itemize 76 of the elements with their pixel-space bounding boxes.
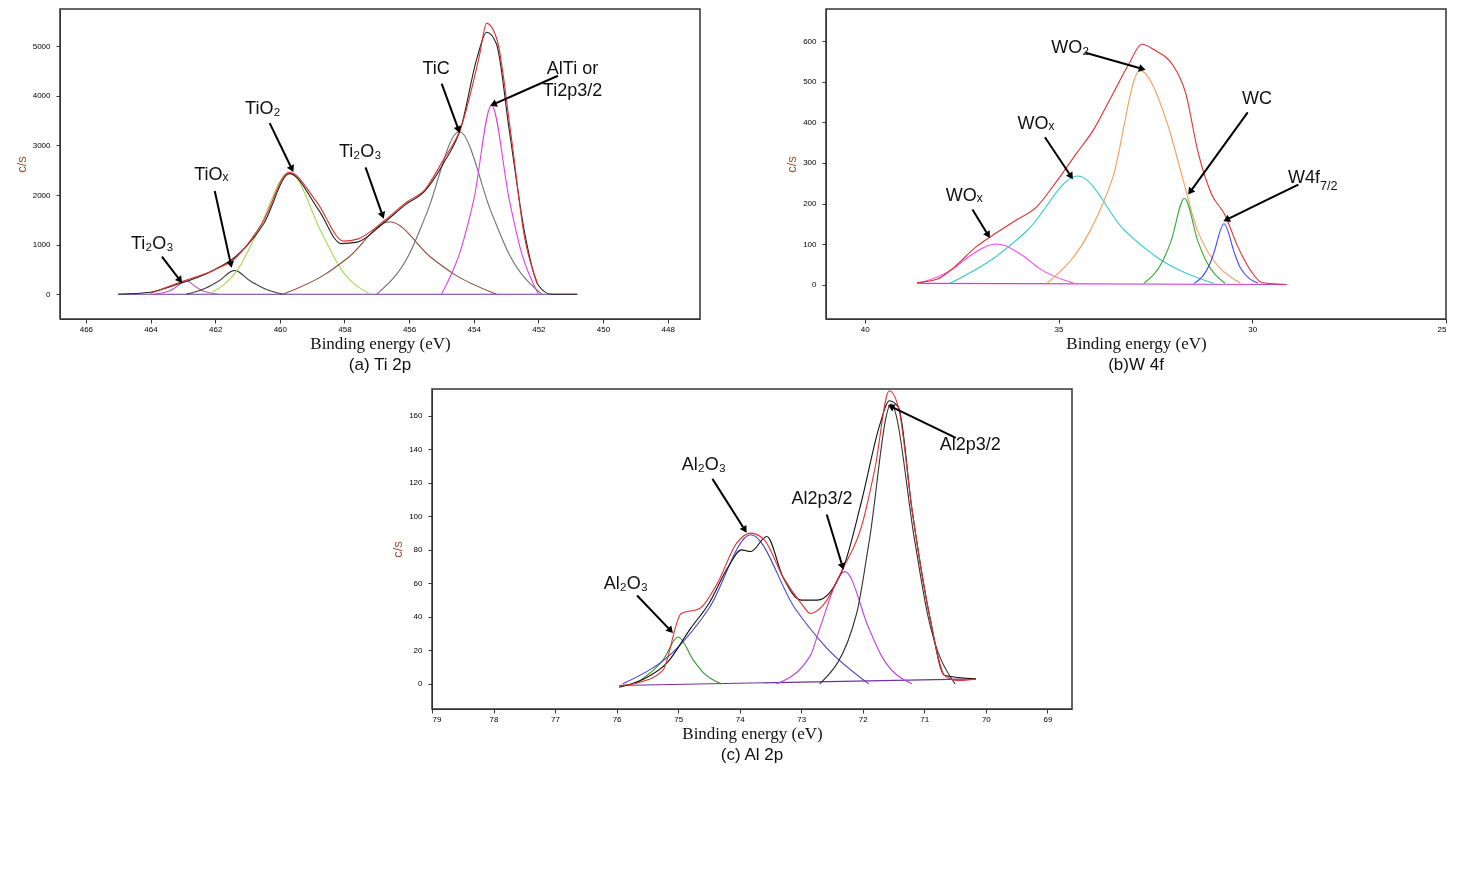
- text: (c) Al 2p: [720, 745, 783, 764]
- x-tick-label: 69: [1042, 714, 1053, 724]
- annotation: TiC: [422, 57, 450, 78]
- line-series: [918, 243, 1075, 284]
- annotation: WOₓ: [945, 184, 983, 205]
- y-tick-label: 100: [803, 239, 818, 249]
- y-tick-label: 0: [46, 289, 52, 299]
- x-axis-title: Binding energy (eV): [1066, 333, 1207, 353]
- annotation: Al2p3/2: [791, 488, 853, 509]
- x-tick-label: 40: [860, 324, 871, 334]
- y-axis-title: c/s: [13, 155, 29, 173]
- x-tick-label: 74: [735, 714, 745, 724]
- x-tick-label: 79: [432, 714, 442, 724]
- y-tick-label: 500: [803, 77, 818, 87]
- y-tick-label: 0: [417, 679, 423, 689]
- y-tick-label: 4000: [32, 91, 52, 101]
- y-tick-label: 200: [803, 199, 818, 209]
- x-tick-label: 75: [673, 714, 684, 724]
- y-tick-label: 5000: [32, 41, 52, 51]
- text: (a) Ti 2p: [348, 355, 412, 374]
- x-axis-title: Binding energy (eV): [681, 723, 823, 743]
- x-tick-label: 30: [1248, 324, 1258, 334]
- annotation: TiO₂: [245, 97, 281, 118]
- text: (b)W 4f: [1108, 355, 1165, 374]
- x-tick-label: 458: [338, 324, 353, 334]
- y-tick-label: 3000: [32, 140, 52, 150]
- annotation: WC: [1242, 88, 1273, 109]
- y-tick-label: 300: [803, 158, 818, 168]
- y-tick-label: 100: [408, 511, 423, 521]
- x-tick-label: 72: [858, 714, 868, 724]
- y-axis-title: c/s: [784, 155, 800, 173]
- annotation: TiOₓ: [194, 164, 229, 185]
- y-tick-label: 1000: [32, 240, 52, 250]
- line-series: [153, 280, 219, 295]
- annotation: WO₂: [1051, 37, 1090, 58]
- y-tick-label: 400: [803, 117, 818, 127]
- y-tick-label: 160: [408, 411, 423, 421]
- y-tick-label: 40: [413, 612, 423, 622]
- annotation: W4f$_{7/2}$: [1287, 166, 1338, 193]
- x-tick-label: 76: [612, 714, 622, 724]
- x-tick-label: 464: [144, 324, 159, 334]
- y-tick-label: 80: [413, 545, 423, 555]
- x-tick-label: 462: [208, 324, 223, 334]
- annotation: Al2p3/2: [939, 433, 1001, 454]
- x-axis-title: Binding energy (eV): [310, 333, 451, 353]
- line-series: [282, 221, 497, 295]
- x-tick-label: 77: [550, 714, 561, 724]
- y-tick-label: 60: [413, 578, 423, 588]
- x-tick-label: 78: [489, 714, 499, 724]
- y-tick-label: 2000: [32, 190, 52, 200]
- x-tick-label: 25: [1437, 324, 1448, 334]
- x-tick-label: 456: [402, 324, 417, 334]
- x-tick-label: 454: [467, 324, 482, 334]
- x-tick-label: 70: [981, 714, 991, 724]
- annotation: Al₂O₃: [681, 454, 726, 475]
- y-tick-label: 600: [803, 36, 818, 46]
- annotation: Al₂O₃: [603, 572, 648, 593]
- y-tick-label: 20: [413, 645, 423, 655]
- x-tick-label: 460: [273, 324, 288, 334]
- y-tick-label: 120: [408, 478, 423, 488]
- y-axis-title: c/s: [389, 540, 405, 558]
- line-series: [185, 269, 284, 295]
- annotation: Ti₂O₃: [130, 232, 174, 253]
- x-tick-label: 466: [79, 324, 94, 334]
- annotation: Ti₂O₃: [338, 141, 382, 162]
- x-tick-label: 450: [596, 324, 611, 334]
- annotation: AlTi or Ti2p3/2: [542, 58, 603, 101]
- line-series: [1143, 197, 1226, 284]
- x-tick-label: 448: [661, 324, 676, 334]
- x-tick-label: 35: [1054, 324, 1064, 334]
- x-tick-label: 452: [532, 324, 547, 334]
- annotation: WOₓ: [1017, 112, 1055, 133]
- y-tick-label: 140: [408, 444, 423, 454]
- x-tick-label: 73: [796, 714, 807, 724]
- y-tick-label: 0: [812, 280, 818, 290]
- x-tick-label: 71: [919, 714, 930, 724]
